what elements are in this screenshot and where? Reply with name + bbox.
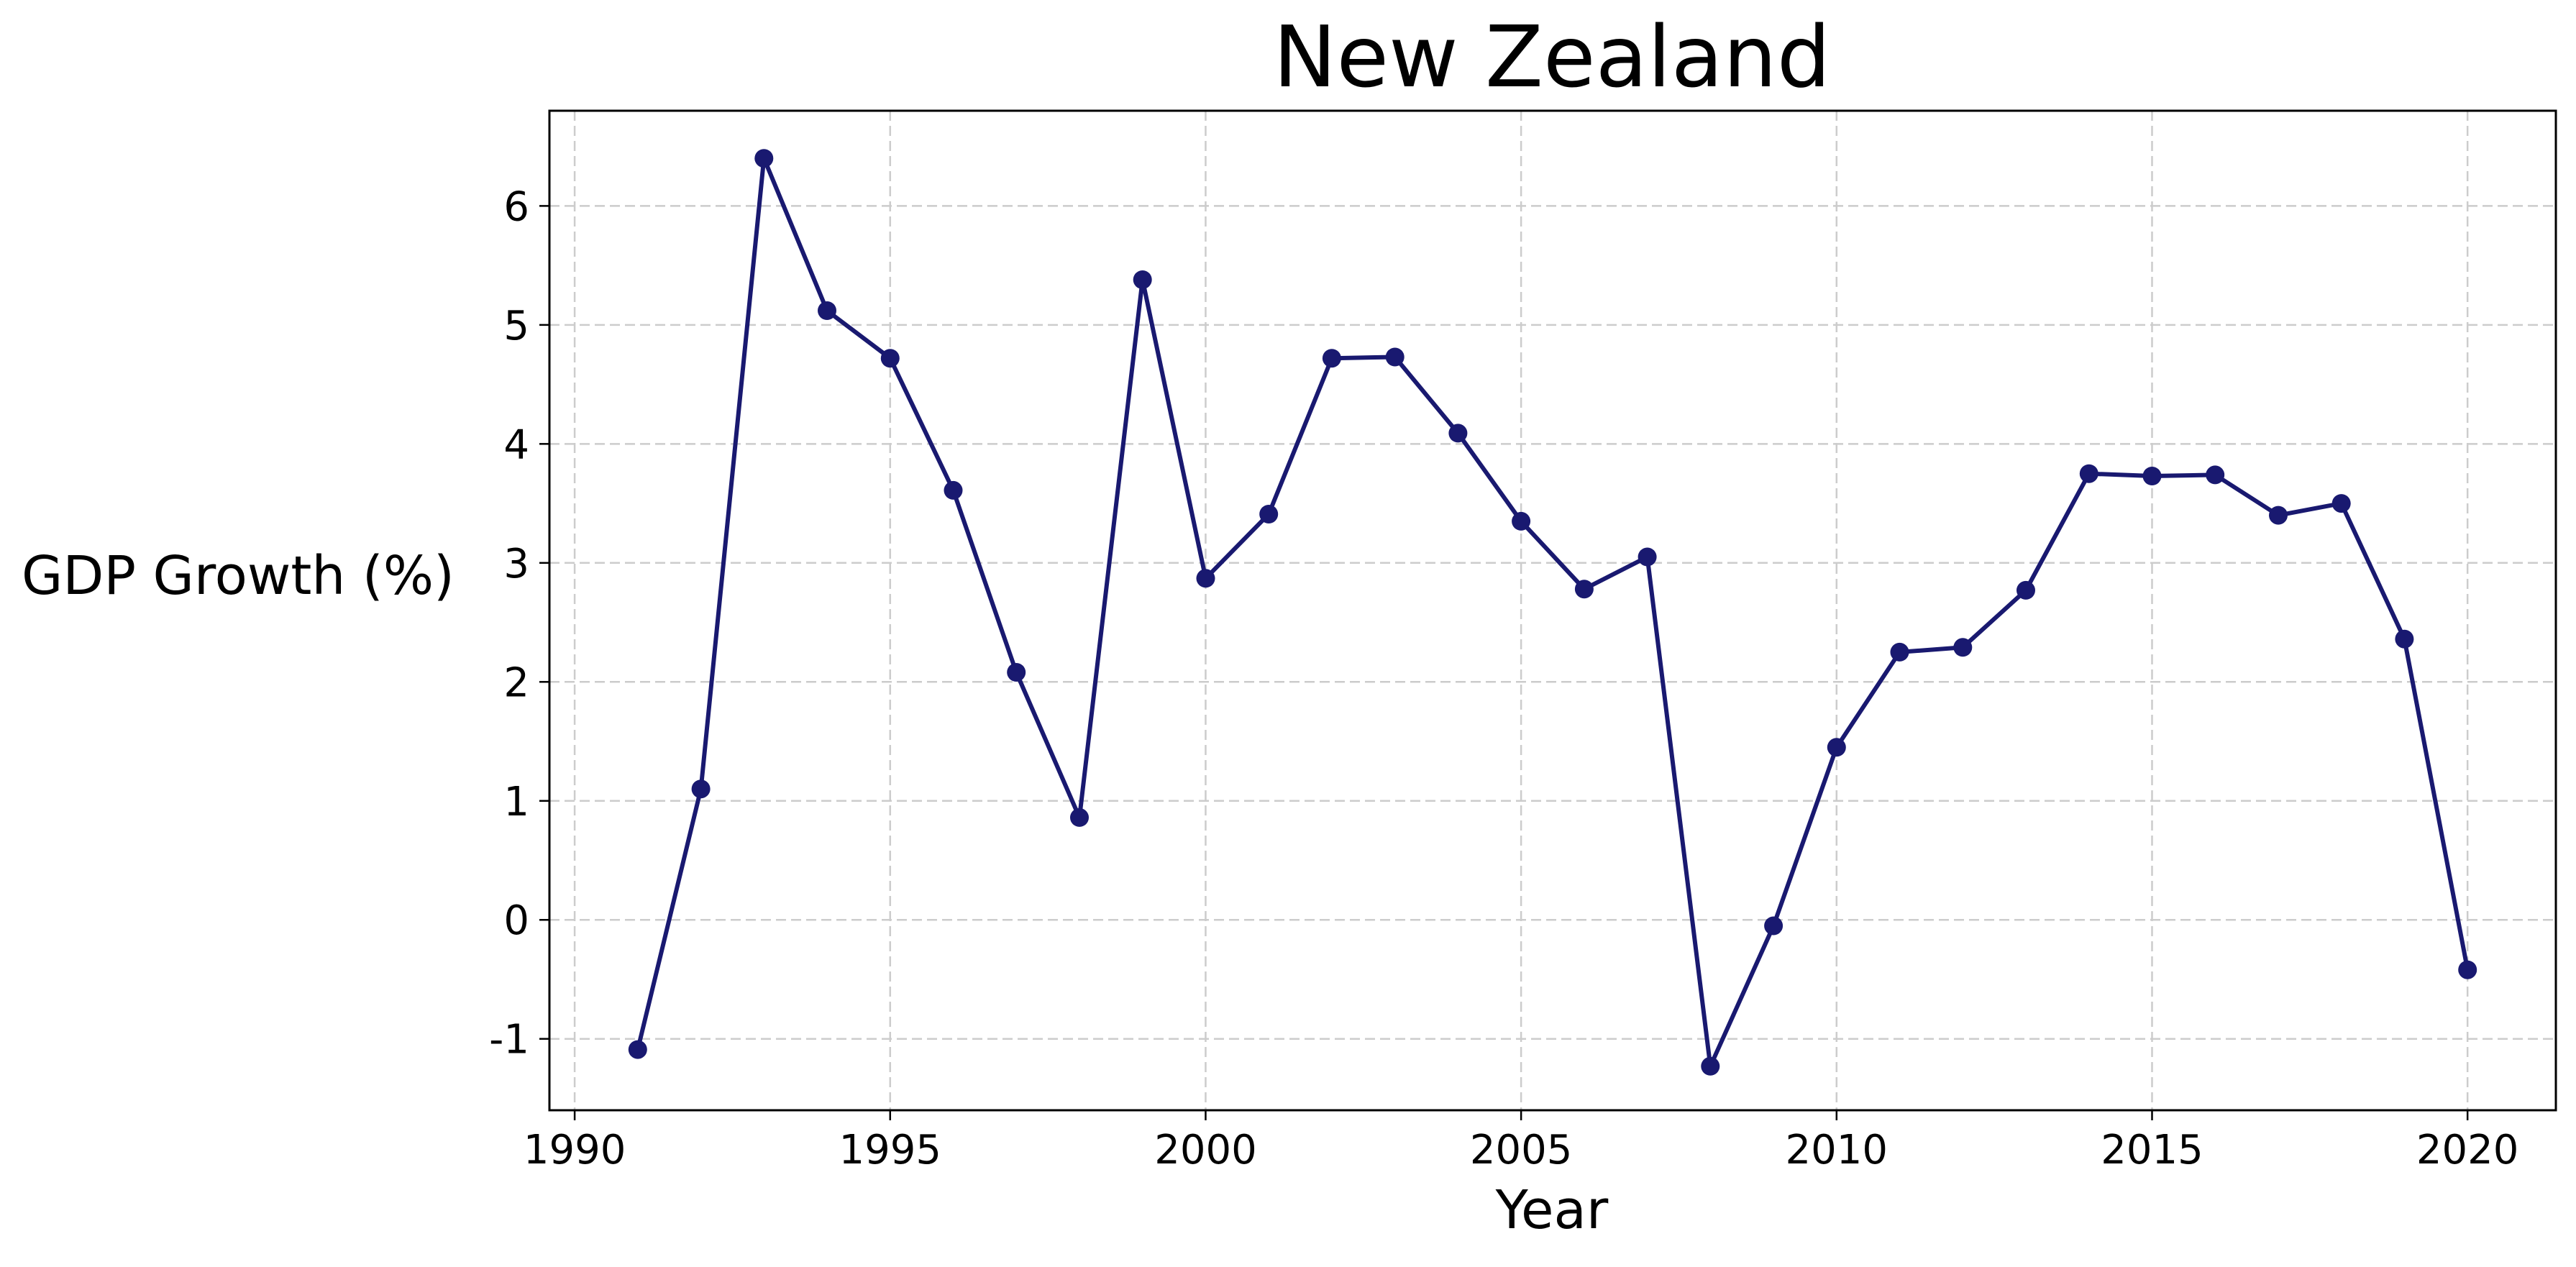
data-point — [2206, 465, 2225, 485]
y-tick-label: -1 — [489, 1017, 529, 1064]
x-tick-label: 2015 — [2101, 1127, 2203, 1174]
plot-area-frame — [548, 109, 2557, 1112]
y-tick-label: 1 — [503, 779, 529, 825]
y-tick-label: 0 — [503, 897, 529, 944]
data-point — [1133, 270, 1152, 289]
x-tick-label: 1990 — [524, 1127, 626, 1174]
data-point — [1953, 638, 1973, 657]
data-point — [1448, 424, 1468, 443]
data-point — [2395, 629, 2414, 649]
data-point — [2142, 467, 2162, 485]
data-point — [1574, 580, 1594, 599]
data-point — [628, 1040, 647, 1059]
data-point — [1764, 916, 1783, 936]
data-point — [1007, 663, 1026, 682]
data-point — [1070, 808, 1089, 827]
data-point — [1638, 547, 1657, 567]
y-tick-label: 4 — [503, 421, 529, 468]
data-point — [754, 149, 774, 168]
data-point — [2331, 494, 2351, 513]
x-tick-label: 2005 — [1470, 1127, 1573, 1174]
x-tick-label: 2000 — [1154, 1127, 1257, 1174]
y-tick-label: 3 — [503, 541, 529, 587]
data-point — [1196, 569, 1215, 588]
data-point — [1701, 1056, 1720, 1076]
data-point — [2017, 580, 2035, 600]
axis-ticks: 1990 1995 2000 2005 2010 2015 2020 -1 0 1 2 3 4 5 6 — [489, 183, 2518, 1174]
y-axis-label: GDP Growth (%) — [22, 545, 455, 607]
data-point — [1259, 505, 1279, 523]
data-point — [880, 349, 900, 368]
series-line — [635, 156, 2470, 1069]
y-tick-label: 5 — [503, 303, 529, 349]
chart-title: New Zealand — [1273, 7, 1830, 106]
data-point — [2458, 960, 2477, 979]
x-tick-label: 1995 — [839, 1127, 942, 1174]
x-tick-label: 2010 — [1786, 1127, 1888, 1174]
y-tick-label: 2 — [503, 659, 529, 706]
grid — [549, 111, 2556, 1110]
data-point — [1512, 511, 1531, 531]
x-tick-label: 2020 — [2416, 1127, 2519, 1174]
x-axis-label: Year — [1495, 1179, 1609, 1241]
data-point — [1322, 349, 1341, 368]
series-layer — [628, 149, 2477, 1076]
data-point — [1890, 642, 1909, 662]
data-point — [2079, 464, 2098, 483]
data-point — [944, 480, 963, 500]
data-point — [691, 779, 711, 799]
data-point — [1385, 347, 1405, 367]
y-tick-label: 6 — [503, 183, 529, 230]
data-point — [818, 301, 836, 320]
data-point — [2269, 506, 2288, 525]
data-point — [1827, 738, 1846, 757]
